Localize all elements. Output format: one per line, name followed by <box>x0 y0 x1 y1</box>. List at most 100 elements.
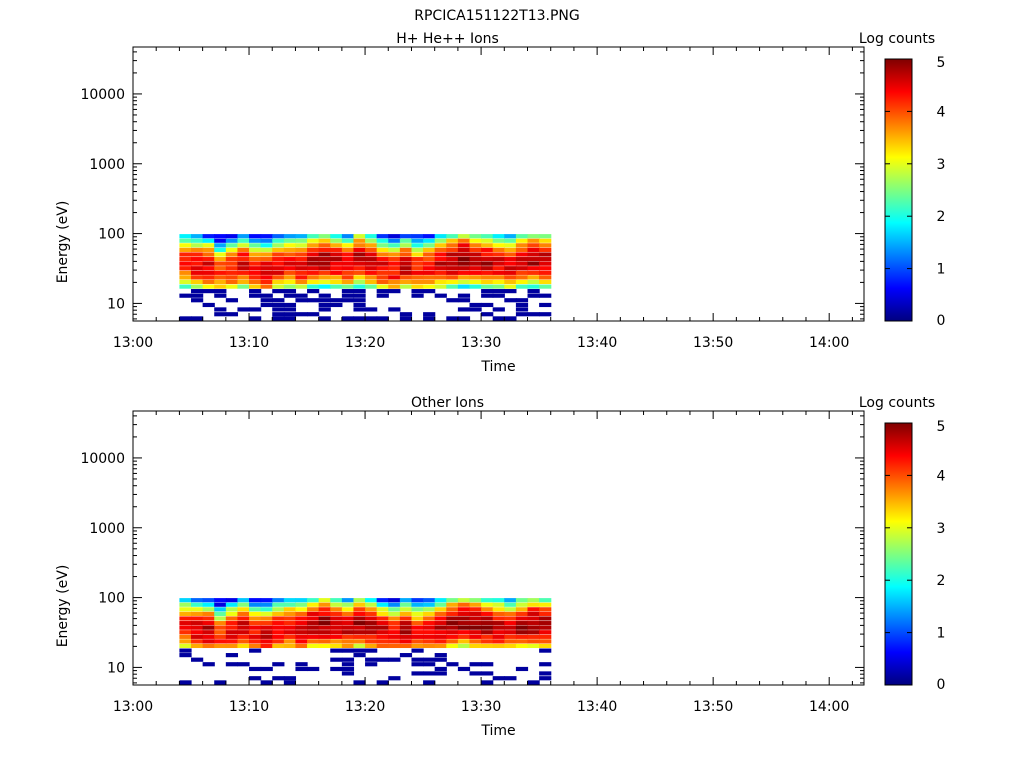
colorbar-tick-label: 2 <box>937 209 946 225</box>
heatmap-cell <box>272 234 285 239</box>
heatmap-cell <box>307 611 320 616</box>
heatmap-cell <box>376 275 389 280</box>
heatmap-cell <box>330 643 343 649</box>
heatmap-cell <box>469 252 482 257</box>
heatmap-cell <box>318 284 331 289</box>
heatmap-cell <box>330 657 343 662</box>
heatmap-cell <box>249 238 262 243</box>
heatmap-cell <box>388 598 401 603</box>
heatmap-cell <box>399 611 413 616</box>
heatmap-cell <box>237 279 250 285</box>
heatmap-cell <box>295 312 308 317</box>
colorbar-label: Log counts <box>859 395 935 411</box>
heatmap-cell <box>330 621 343 626</box>
heatmap-cell <box>249 289 262 294</box>
heatmap-cell <box>434 611 447 616</box>
heatmap-cell <box>446 243 459 248</box>
heatmap-cell <box>539 676 552 681</box>
heatmap-cell <box>330 275 343 280</box>
heatmap-cell <box>481 284 494 289</box>
heatmap-cell <box>492 257 505 262</box>
heatmap-cell <box>179 293 192 298</box>
heatmap-cell <box>249 643 262 649</box>
heatmap-cell <box>469 261 482 266</box>
heatmap-cell <box>423 289 436 294</box>
heatmap-cell <box>318 634 331 639</box>
heatmap-cell <box>411 243 424 248</box>
heatmap-cell <box>481 598 494 603</box>
heatmap-cell <box>272 266 285 271</box>
heatmap-cell <box>237 257 250 262</box>
heatmap-cell <box>202 261 215 266</box>
heatmap-cell <box>353 680 366 685</box>
heatmap-cell <box>318 643 331 649</box>
heatmap-cell <box>283 307 297 312</box>
heatmap-cell <box>318 621 331 626</box>
heatmap-cell <box>492 625 505 630</box>
heatmap-cell <box>469 625 482 630</box>
heatmap-cell <box>225 602 239 607</box>
y-tick-label: 1000 <box>89 521 125 537</box>
heatmap-cell <box>202 275 215 280</box>
x-tick-label: 13:40 <box>577 335 617 351</box>
heatmap-cell <box>353 298 366 303</box>
plot-frame <box>132 46 865 322</box>
heatmap-cell <box>399 238 413 243</box>
y-tick-label: 100 <box>98 227 125 243</box>
heatmap-cell <box>225 312 239 317</box>
heatmap-cell <box>179 279 192 285</box>
heatmap-cell <box>225 257 239 262</box>
heatmap-cell <box>434 257 447 262</box>
heatmap-cell <box>399 284 413 289</box>
heatmap-cell <box>388 266 401 271</box>
heatmap-cell <box>446 257 459 262</box>
x-tick-label: 13:20 <box>345 335 385 351</box>
heatmap-cell <box>492 602 505 607</box>
heatmap-cell <box>202 607 215 612</box>
heatmap-cell <box>481 279 494 285</box>
heatmap-cell <box>260 261 273 266</box>
heatmap-cell <box>260 680 273 685</box>
heatmap-cell <box>492 275 505 280</box>
heatmap-cell <box>457 247 471 252</box>
heatmap-cell <box>202 302 215 308</box>
colorbar-label: Log counts <box>859 31 935 47</box>
heatmap-cell <box>260 270 273 275</box>
heatmap-cell <box>481 293 494 298</box>
heatmap-cell <box>423 261 436 266</box>
heatmap-cell <box>434 621 447 626</box>
heatmap-cell <box>365 307 378 312</box>
heatmap-cell <box>376 616 389 621</box>
heatmap-cell <box>202 257 215 262</box>
heatmap-cell <box>225 238 239 243</box>
heatmap-cell <box>260 238 273 243</box>
heatmap-cell <box>457 293 471 298</box>
colorbar-tick-label: 5 <box>937 419 946 435</box>
heatmap-cell <box>411 607 424 612</box>
heatmap-cell <box>260 266 273 271</box>
heatmap-cell <box>272 662 285 667</box>
heatmap-cell <box>515 234 529 239</box>
heatmap-cell <box>272 616 285 621</box>
heatmap-cell <box>318 261 331 266</box>
heatmap-cell <box>330 611 343 616</box>
heatmap-cell <box>283 234 297 239</box>
x-tick-label: 13:10 <box>229 335 269 351</box>
heatmap-cell <box>307 238 320 243</box>
heatmap-cell <box>307 598 320 603</box>
heatmap-cell <box>504 247 517 252</box>
heatmap-cell <box>446 602 459 607</box>
heatmap-cell <box>492 316 505 321</box>
heatmap-cell <box>272 257 285 262</box>
heatmap-cell <box>272 602 285 607</box>
heatmap-cell <box>341 293 355 298</box>
heatmap-cell <box>446 630 459 635</box>
heatmap-cell <box>376 293 389 298</box>
heatmap-cell <box>191 234 204 239</box>
heatmap-cell <box>469 284 482 289</box>
heatmap-cell <box>411 662 424 667</box>
heatmap-cell <box>376 261 389 266</box>
heatmap-cell <box>388 270 401 275</box>
heatmap-cell <box>307 247 320 252</box>
heatmap-cell <box>515 666 529 672</box>
